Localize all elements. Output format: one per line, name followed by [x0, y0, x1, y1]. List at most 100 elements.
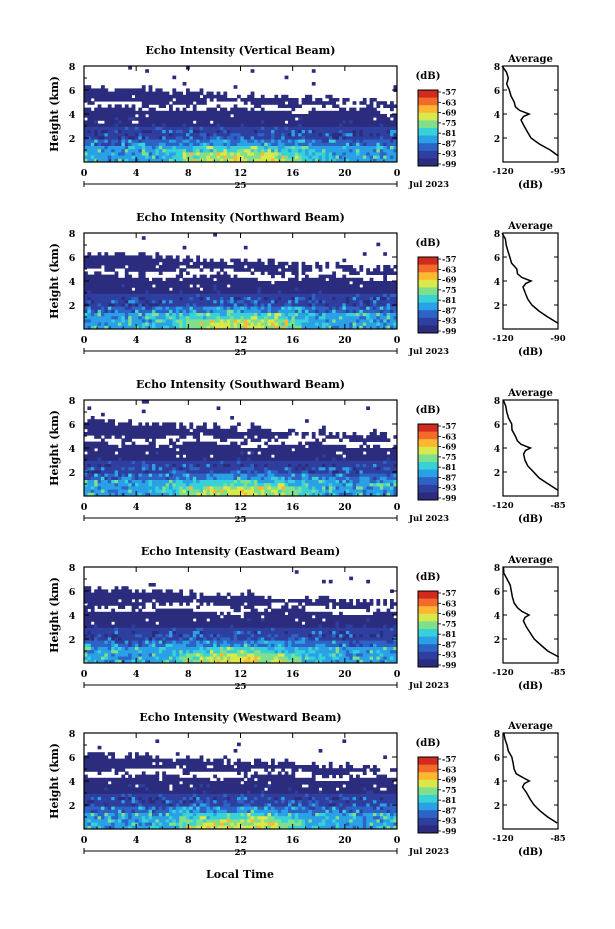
heatmap-cell	[250, 155, 255, 160]
heatmap-cell	[366, 126, 370, 131]
heatmap-cell	[158, 117, 163, 121]
heatmap-cell	[281, 322, 285, 327]
heatmap-cell	[298, 130, 302, 134]
heatmap-cell	[107, 142, 112, 147]
heatmap-cell	[101, 133, 105, 137]
heatmap-cell	[366, 444, 370, 449]
heatmap-cell	[359, 435, 364, 439]
heatmap-cell	[162, 142, 166, 147]
heatmap-cell	[131, 104, 136, 108]
heatmap-cell	[386, 146, 391, 150]
heatmap-cell	[145, 130, 149, 134]
heatmap-cell	[243, 448, 248, 452]
heatmap-cell	[189, 293, 194, 298]
heatmap-cell	[284, 293, 289, 298]
heatmap-cell	[294, 149, 299, 153]
heatmap-cell	[97, 293, 102, 298]
heatmap-cell	[383, 123, 387, 128]
heatmap-cell	[362, 139, 367, 144]
heatmap-cell	[179, 322, 183, 327]
heatmap-cell	[373, 325, 377, 329]
heatmap-cell	[230, 303, 234, 307]
heatmap-cell	[383, 287, 387, 291]
heatmap-cell	[158, 457, 163, 462]
heatmap-cell	[260, 152, 265, 156]
heatmap-cell	[267, 155, 272, 160]
heatmap-cell	[118, 306, 122, 311]
heatmap-cell	[383, 432, 387, 436]
heatmap-cell	[186, 290, 190, 295]
heatmap-cell	[131, 454, 136, 458]
heatmap-cell	[182, 123, 187, 128]
heatmap-cell	[101, 412, 105, 417]
heatmap-cell	[339, 309, 343, 314]
heatmap-cell	[369, 284, 374, 288]
heatmap-cell	[220, 448, 224, 452]
heatmap-cell	[345, 464, 350, 468]
heatmap-cell	[339, 136, 343, 140]
heatmap-cell	[114, 114, 119, 118]
heatmap-cell	[291, 265, 296, 269]
heatmap-cell	[104, 428, 109, 433]
heatmap-cell	[247, 261, 251, 266]
heatmap-cell	[322, 322, 326, 327]
heatmap-cell	[84, 98, 88, 102]
heatmap-cell	[373, 136, 377, 140]
heatmap-cell	[254, 460, 258, 465]
heatmap-cell	[335, 309, 340, 314]
heatmap-cell	[220, 126, 224, 131]
heatmap-cell	[182, 268, 187, 272]
heatmap-cell	[169, 123, 173, 128]
heatmap-cell	[369, 117, 374, 121]
heatmap-cell	[199, 123, 204, 128]
heatmap-cell	[138, 319, 143, 323]
heatmap-cell	[165, 467, 170, 471]
heatmap-cell	[216, 293, 221, 298]
heatmap-cell	[203, 123, 207, 128]
heatmap-cell	[369, 322, 374, 327]
heatmap-cell	[233, 316, 238, 320]
heatmap-cell	[390, 319, 394, 323]
heatmap-cell	[114, 473, 119, 478]
heatmap-cell	[383, 309, 387, 314]
colorbar-segment	[418, 325, 438, 334]
heatmap-cell	[318, 432, 323, 436]
heatmap-cell	[247, 98, 251, 102]
heatmap-cell	[281, 454, 285, 458]
heatmap-cell	[158, 290, 163, 295]
heatmap-cell	[362, 300, 367, 304]
heatmap-cell	[135, 130, 139, 134]
heatmap-cell	[128, 265, 132, 269]
heatmap-cell	[101, 139, 105, 144]
heatmap-cell	[325, 117, 330, 121]
heatmap-cell	[271, 309, 275, 314]
heatmap-cell	[97, 88, 102, 92]
heatmap-cell	[345, 265, 350, 269]
heatmap-cell	[141, 265, 146, 269]
heatmap-cell	[233, 117, 238, 121]
heatmap-cell	[206, 297, 211, 301]
heatmap-cell	[254, 300, 258, 304]
y-tick-label: 6	[69, 253, 76, 264]
heatmap-cell	[97, 155, 102, 160]
heatmap-cell	[294, 457, 299, 462]
heatmap-cell	[203, 441, 207, 446]
heatmap-cell	[128, 88, 132, 92]
heatmap-cell	[162, 123, 166, 128]
heatmap-cell	[135, 284, 139, 288]
heatmap-cell	[240, 265, 245, 269]
heatmap-cell	[274, 265, 279, 269]
heatmap-cell	[206, 316, 211, 320]
heatmap-cell	[213, 152, 217, 156]
heatmap-cell	[90, 325, 95, 329]
heatmap-cell	[257, 284, 262, 288]
heatmap-cell	[376, 152, 381, 156]
heatmap-cell	[356, 303, 360, 307]
heatmap-cell	[322, 284, 326, 288]
heatmap-cell	[233, 464, 238, 468]
heatmap-cell	[390, 120, 394, 124]
heatmap-cell	[135, 470, 139, 474]
heatmap-cell	[281, 139, 285, 144]
heatmap-cell	[121, 322, 126, 327]
heatmap-cell	[155, 261, 160, 266]
